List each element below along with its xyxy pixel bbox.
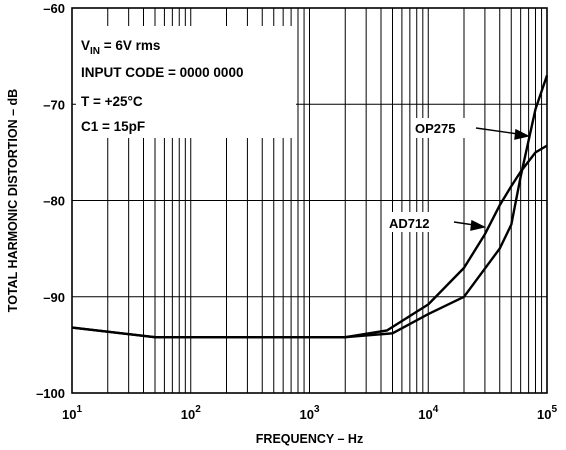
x-tick-labels: 101 102 103 104 105: [62, 404, 557, 422]
y-tick-label: –80: [43, 194, 65, 209]
x-tick-label: 101: [62, 404, 82, 422]
condition-temperature: T = +25°C: [81, 94, 143, 109]
y-tick-label: –100: [36, 386, 65, 401]
series-line-ad712: [71, 144, 548, 339]
x-tick-label: 103: [299, 404, 319, 422]
series-label-background-op275: [412, 118, 472, 138]
y-tick-label: –60: [43, 1, 65, 16]
condition-vin: VIN = 6V rms: [81, 38, 160, 57]
series-label-background-ad712: [386, 212, 448, 232]
x-tick-label: 105: [537, 404, 557, 422]
y-tick-labels: –60 –70 –80 –90 –100: [36, 1, 65, 401]
series-label-op275: OP275: [415, 121, 455, 136]
x-axis-title: FREQUENCY – Hz: [256, 432, 363, 446]
conditions-box: VIN = 6V rms INPUT CODE = 0000 0000 T = …: [81, 38, 243, 134]
arrow-ad712: [453, 219, 487, 231]
condition-c1: C1 = 15pF: [81, 119, 145, 134]
y-axis-title: TOTAL HARMONIC DISTORTION – dB: [6, 89, 20, 312]
condition-input-code: INPUT CODE = 0000 0000: [81, 65, 243, 80]
conditions-box-background: [76, 26, 296, 138]
arrow-op275: [475, 127, 531, 140]
x-tick-label: 104: [418, 404, 438, 422]
series-layer: [71, 75, 549, 339]
y-tick-label: –70: [43, 97, 65, 112]
y-tick-label: –90: [43, 290, 65, 305]
x-tick-label: 102: [181, 404, 201, 422]
series-label-ad712: AD712: [389, 216, 429, 231]
plot-frame: [71, 7, 548, 394]
